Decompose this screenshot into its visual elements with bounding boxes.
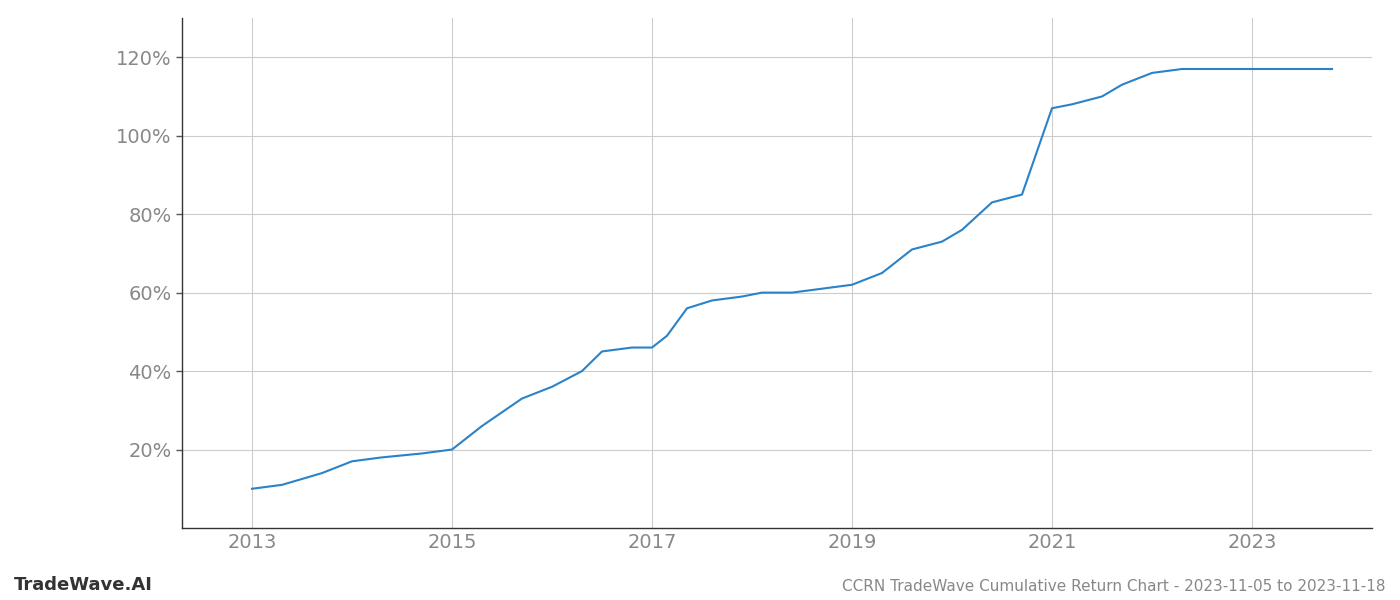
Text: TradeWave.AI: TradeWave.AI bbox=[14, 576, 153, 594]
Text: CCRN TradeWave Cumulative Return Chart - 2023-11-05 to 2023-11-18: CCRN TradeWave Cumulative Return Chart -… bbox=[843, 579, 1386, 594]
